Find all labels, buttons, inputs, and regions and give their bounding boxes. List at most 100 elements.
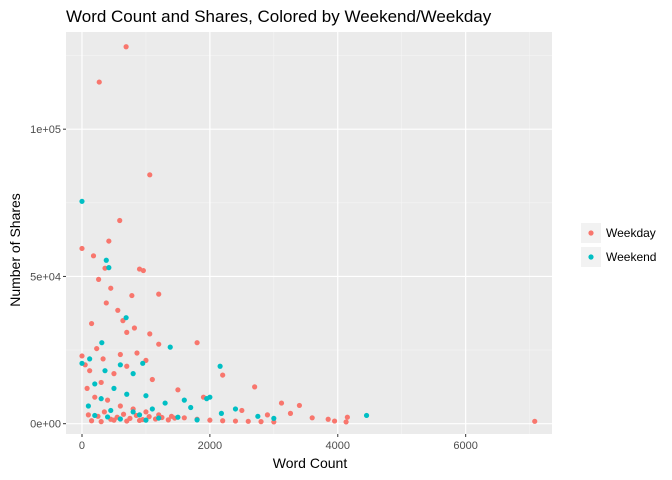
- data-point-weekend: [156, 415, 162, 421]
- data-point-weekday: [85, 412, 91, 418]
- data-point-weekend: [111, 385, 117, 391]
- legend-label-weekday: Weekday: [606, 226, 656, 240]
- data-point-weekend: [181, 397, 187, 403]
- data-point-weekday: [232, 418, 239, 424]
- data-point-weekend: [140, 360, 146, 366]
- data-point-weekend: [117, 416, 123, 422]
- legend-label-weekend: Weekend: [606, 250, 656, 264]
- data-point-weekend: [143, 417, 149, 423]
- data-point-weekday: [84, 385, 90, 391]
- data-point-weekday: [111, 371, 117, 377]
- data-point-weekday: [115, 307, 121, 313]
- x-tick-label: 6000: [453, 440, 477, 452]
- data-point-weekday: [264, 412, 271, 418]
- legend-key-weekday: [588, 230, 594, 236]
- data-point-weekday: [325, 416, 331, 422]
- data-point-weekday: [146, 414, 152, 420]
- data-point-weekday: [309, 415, 315, 421]
- data-point-weekend: [130, 409, 136, 415]
- data-point-weekday: [207, 417, 213, 423]
- data-point-weekend: [79, 360, 85, 366]
- data-point-weekday: [134, 350, 140, 356]
- data-points: [79, 44, 538, 425]
- y-tick-label: 5e+04: [30, 271, 61, 283]
- data-point-weekday: [147, 331, 153, 337]
- data-point-weekday: [98, 419, 104, 425]
- legend-key-weekend: [588, 254, 594, 260]
- x-tick-label: 0: [79, 440, 85, 452]
- data-point-weekend: [92, 412, 98, 419]
- data-point-weekday: [123, 44, 129, 50]
- data-point-weekend: [218, 410, 224, 416]
- data-point-weekend: [207, 394, 213, 400]
- data-point-weekend: [217, 363, 223, 369]
- data-point-weekday: [136, 417, 143, 424]
- x-axis-title: Word Count: [273, 455, 348, 471]
- data-point-weekend: [123, 315, 129, 321]
- plot-panel: [66, 32, 552, 434]
- data-point-weekend: [175, 414, 181, 420]
- data-point-weekend: [130, 371, 136, 377]
- data-point-weekend: [271, 415, 277, 421]
- data-point-weekday: [92, 394, 98, 400]
- data-point-weekday: [117, 217, 123, 224]
- data-point-weekday: [140, 267, 146, 274]
- data-point-weekend: [143, 393, 149, 399]
- data-point-weekday: [90, 253, 97, 259]
- data-point-weekend: [162, 400, 168, 406]
- data-point-weekend: [87, 356, 93, 362]
- data-point-weekend: [136, 412, 143, 418]
- data-point-weekend: [106, 265, 112, 271]
- data-point-weekday: [101, 409, 107, 415]
- data-point-weekday: [117, 403, 123, 409]
- data-point-weekday: [331, 418, 338, 424]
- data-point-weekday: [245, 418, 251, 424]
- data-point-weekend: [99, 340, 105, 346]
- data-point-weekday: [156, 291, 162, 297]
- data-point-weekday: [239, 407, 245, 414]
- data-point-weekday: [252, 384, 258, 390]
- data-point-weekday: [220, 372, 226, 378]
- data-point-weekday: [120, 411, 127, 417]
- data-point-weekend: [194, 417, 200, 423]
- data-point-weekend: [167, 344, 173, 350]
- data-point-weekday: [344, 414, 350, 420]
- data-point-weekday: [131, 325, 138, 331]
- x-tick-label: 4000: [326, 440, 350, 452]
- data-point-weekday: [98, 379, 104, 386]
- data-point-weekday: [143, 409, 149, 415]
- data-point-weekday: [117, 351, 123, 358]
- y-axis-title: Number of Shares: [7, 193, 23, 307]
- data-point-weekday: [124, 329, 130, 335]
- data-point-weekend: [108, 407, 114, 414]
- data-point-weekday: [532, 418, 538, 424]
- data-point-weekend: [92, 381, 98, 387]
- data-point-weekend: [188, 404, 194, 411]
- data-point-weekday: [156, 341, 162, 347]
- data-point-weekday: [94, 345, 100, 352]
- data-point-weekday: [103, 300, 109, 306]
- x-axis: 0 2000 4000 6000: [79, 434, 478, 452]
- data-point-weekend: [363, 412, 370, 419]
- data-point-weekday: [87, 368, 93, 374]
- data-point-weekend: [104, 414, 111, 420]
- y-axis: 0e+00 5e+04 1e+05: [30, 124, 66, 431]
- data-point-weekday: [79, 245, 85, 252]
- data-point-weekday: [79, 353, 85, 359]
- data-point-weekday: [124, 363, 130, 369]
- data-point-weekend: [98, 396, 104, 402]
- data-point-weekday: [88, 418, 95, 424]
- data-point-weekday: [220, 418, 226, 424]
- data-point-weekday: [96, 79, 102, 85]
- data-point-weekday: [88, 320, 95, 327]
- data-point-weekday: [108, 285, 114, 291]
- data-point-weekday: [124, 418, 130, 424]
- data-point-weekend: [85, 403, 91, 409]
- data-point-weekday: [287, 410, 294, 416]
- y-tick-label: 0e+00: [30, 419, 61, 431]
- data-point-weekday: [104, 397, 111, 403]
- data-point-weekday: [278, 400, 285, 406]
- data-point-weekend: [149, 406, 155, 412]
- y-tick-label: 1e+05: [30, 124, 61, 136]
